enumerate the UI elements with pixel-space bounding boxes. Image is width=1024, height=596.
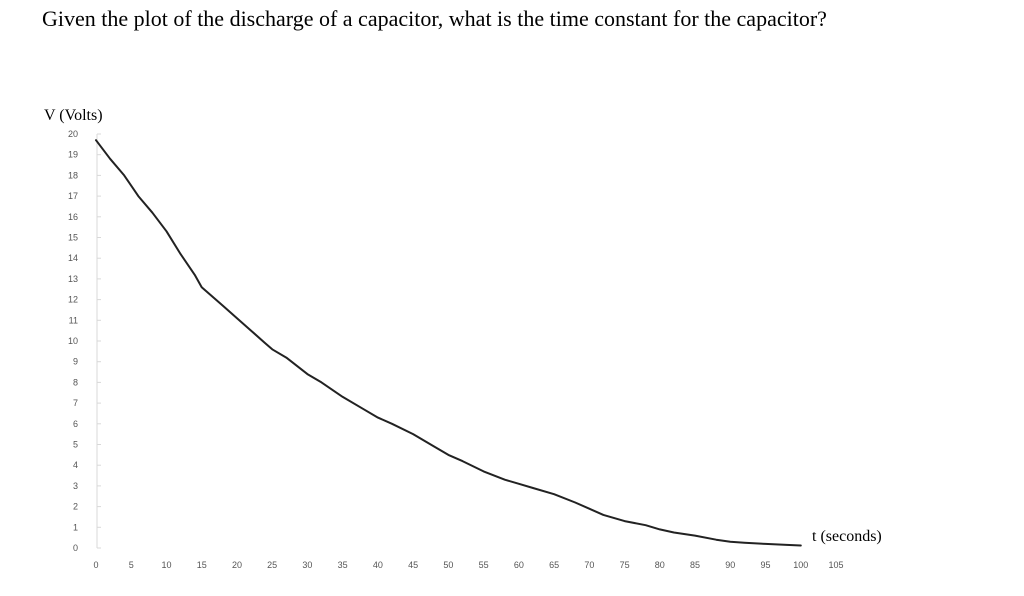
x-tick-label: 25 — [267, 560, 277, 570]
data-point — [320, 381, 323, 383]
y-tick-label: 6 — [73, 419, 78, 429]
y-tick-label: 11 — [69, 315, 78, 325]
data-point — [363, 408, 365, 410]
y-tick-label: 3 — [73, 481, 78, 491]
x-tick-label: 15 — [197, 560, 207, 570]
data-point — [271, 348, 273, 350]
data-point — [659, 528, 661, 530]
data-point — [194, 274, 196, 276]
data-point — [95, 139, 97, 141]
y-tick-label: 12 — [68, 295, 78, 305]
x-tick-label: 5 — [129, 560, 134, 570]
data-point — [342, 396, 344, 398]
data-point — [532, 487, 534, 489]
data-point — [123, 174, 125, 176]
data-point — [504, 479, 506, 481]
data-point — [800, 544, 802, 547]
y-tick-label: 1 — [73, 522, 78, 532]
y-tick-label: 15 — [68, 233, 78, 243]
x-tick-label: 20 — [232, 560, 242, 570]
data-point — [377, 416, 379, 419]
x-tick-label: 10 — [161, 560, 171, 570]
data-point — [553, 493, 555, 495]
data-point — [673, 531, 675, 534]
discharge-curve — [95, 139, 802, 547]
y-tick-label: 19 — [68, 150, 78, 160]
data-point — [412, 433, 414, 435]
y-tick-label: 17 — [68, 191, 78, 201]
data-point — [306, 373, 309, 375]
data-point — [786, 544, 788, 546]
data-point — [483, 470, 485, 473]
x-tick-label: 60 — [514, 560, 524, 570]
data-point — [179, 253, 182, 255]
x-tick-label: 75 — [620, 560, 630, 570]
x-tick-label: 45 — [408, 560, 418, 570]
data-point — [764, 543, 767, 545]
data-point — [447, 454, 449, 456]
data-point — [518, 483, 520, 485]
x-tick-label: 65 — [549, 560, 559, 570]
x-tick-label: 90 — [725, 560, 735, 570]
y-tick-label: 14 — [68, 253, 78, 263]
x-tick-label: 30 — [302, 560, 312, 570]
data-point — [461, 460, 464, 462]
data-point — [623, 520, 626, 522]
x-tick-label: 105 — [828, 560, 843, 570]
data-point — [602, 514, 605, 516]
data-point — [109, 158, 111, 160]
data-point — [151, 212, 153, 214]
y-axis-title: V (Volts) — [44, 107, 103, 124]
y-tick-label: 7 — [73, 398, 78, 408]
data-point — [391, 423, 393, 425]
data-point — [743, 542, 745, 544]
data-point — [729, 541, 731, 543]
data-point — [264, 342, 266, 344]
data-point — [285, 356, 287, 359]
x-tick-label: 100 — [793, 560, 808, 570]
data-point — [645, 524, 647, 526]
y-tick-label: 2 — [73, 502, 78, 512]
data-point — [574, 501, 576, 504]
data-point — [694, 534, 696, 537]
x-tick-label: 50 — [443, 560, 453, 570]
data-point — [222, 305, 224, 307]
x-tick-label: 95 — [761, 560, 771, 570]
data-point — [433, 445, 435, 448]
data-point — [715, 539, 717, 541]
data-point — [165, 230, 168, 232]
y-tick-label: 9 — [73, 357, 78, 367]
y-tick-label: 13 — [68, 274, 78, 284]
y-tick-label: 0 — [73, 543, 78, 553]
x-tick-label: 0 — [93, 560, 98, 570]
x-tick-label: 70 — [584, 560, 594, 570]
x-axis-title: t (seconds) — [812, 528, 882, 545]
data-point — [588, 508, 590, 510]
x-tick-label: 40 — [373, 560, 383, 570]
y-tick-label: 20 — [68, 129, 78, 139]
y-tick-label: 10 — [68, 336, 78, 346]
data-point — [137, 195, 139, 197]
y-tick-label: 8 — [73, 377, 78, 387]
x-tick-label: 80 — [655, 560, 665, 570]
y-tick-label: 5 — [73, 440, 78, 450]
y-tick-label: 16 — [68, 212, 78, 222]
data-point — [250, 330, 252, 332]
x-tick-label: 85 — [690, 560, 700, 570]
y-tick-label: 4 — [73, 460, 78, 470]
x-tick-label: 55 — [479, 560, 489, 570]
question-text: Given the plot of the discharge of a cap… — [42, 6, 827, 31]
x-tick-label: 35 — [338, 560, 348, 570]
y-tick-label: 18 — [68, 170, 78, 180]
data-point — [236, 317, 238, 319]
data-point — [201, 286, 203, 288]
